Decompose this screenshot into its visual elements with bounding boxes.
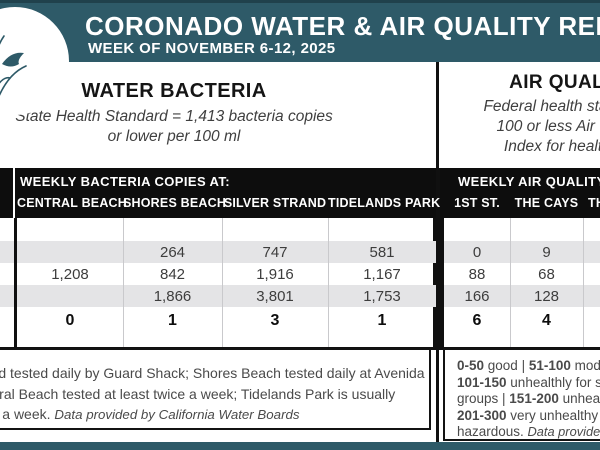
cell: 3: [270, 312, 280, 329]
air-standard-line2: 100 or less Air Quality: [496, 118, 600, 135]
air-table-row: 166 128: [444, 285, 600, 307]
column-divider: [123, 218, 124, 347]
col-header-third: TH: [588, 196, 600, 210]
page-title: CORONADO WATER & AIR QUALITY REPORT: [85, 11, 600, 41]
water-table-total-row: 0 1 3 1: [0, 307, 436, 335]
water-note-box: Silver Strand tested daily by Guard Shac…: [0, 348, 431, 430]
air-table-row: [444, 218, 600, 241]
cell: 1: [168, 312, 177, 329]
coronado-logo-icon: [0, 6, 70, 116]
col-header-shores-beach: SHORES BEACH: [123, 196, 227, 210]
air-standard-line1: Federal health standard =: [483, 98, 600, 115]
cell: 1,208: [51, 265, 89, 283]
water-table-header-band: [0, 168, 436, 218]
footer-divider: [436, 350, 439, 442]
header-top-strip: [0, 0, 600, 3]
water-standard-line2: or lower per 100 ml: [107, 128, 241, 145]
cell: 747: [262, 243, 288, 261]
water-panel: WATER BACTERIA State Health Standard = 1…: [0, 80, 436, 147]
air-panel: AIR QUALITY Federal health standard = 10…: [440, 72, 600, 157]
air-standard-line3: Index for healthy air: [503, 138, 600, 155]
cell: 1,167: [363, 265, 401, 283]
col-header-1st-st: 1ST ST.: [454, 196, 500, 210]
cell: 166: [464, 287, 490, 305]
cell: 581: [369, 243, 395, 261]
water-band-title: WEEKLY BACTERIA COPIES AT:: [20, 174, 230, 189]
cell: 0: [472, 243, 482, 261]
air-note-box: 0-50 good | 51-100 moderate | 101-150 un…: [443, 348, 600, 441]
column-divider: [510, 218, 511, 347]
water-note-line3: tested once a week. Data provided by Cal…: [0, 406, 300, 422]
cell: 0: [65, 312, 75, 329]
cell: 88: [468, 265, 486, 283]
water-table-row: 1,208 842 1,916 1,167: [0, 263, 436, 285]
air-table-row: 0 9: [444, 241, 600, 263]
column-divider: [328, 218, 329, 347]
water-table-row: [0, 218, 436, 241]
cell: 3,801: [256, 287, 294, 305]
cell: 4: [542, 312, 551, 329]
air-note-line4: 201-300 very unhealthy | 301+: [457, 407, 600, 423]
water-note-line2: Lunar; Central Beach tested at least twi…: [0, 385, 396, 402]
cell: 1: [377, 312, 387, 329]
band-gap: [13, 168, 15, 218]
air-table-header-band: [440, 168, 600, 218]
air-column-headers: 1ST ST. THE CAYS TH: [444, 196, 600, 210]
air-note-line1: 0-50 good | 51-100 moderate |: [457, 358, 600, 373]
air-table-row: 88 68: [444, 263, 600, 285]
panel-divider: [436, 62, 439, 168]
air-note-line2: 101-150 unhealthly for sensitive: [457, 374, 600, 390]
footer-band: [0, 442, 600, 450]
col-header-the-cays: THE CAYS: [514, 196, 579, 210]
air-note-line5: hazardous. Data provided by AirNow: [457, 424, 600, 440]
water-standard-line1: State Health Standard = 1,413 bacteria c…: [15, 108, 333, 125]
header-band: [0, 0, 600, 62]
cell: 1,866: [153, 287, 192, 305]
water-note-line1: Silver Strand tested daily by Guard Shac…: [0, 365, 425, 381]
cell: 842: [159, 265, 186, 283]
water-table-row: 1,866 3,801 1,753: [0, 285, 436, 307]
water-panel-title: WATER BACTERIA: [81, 80, 267, 102]
col-header-silver-strand: SILVER STRAND: [223, 196, 327, 210]
column-divider: [583, 218, 584, 347]
week-subtitle: WEEK OF NOVEMBER 6-12, 2025: [88, 40, 336, 57]
cell: 1,753: [363, 287, 401, 305]
air-band-title: WEEKLY AIR QUALITY INDEX AT:: [458, 174, 600, 189]
water-column-headers: CENTRAL BEACH SHORES BEACH SILVER STRAND…: [17, 196, 441, 210]
column-divider: [222, 218, 223, 347]
cell: 9: [542, 243, 551, 261]
table-divider: [433, 168, 444, 350]
cell: 264: [159, 243, 186, 261]
air-note-line3: groups | 151-200 unhealthy |: [457, 391, 600, 407]
cell: 6: [472, 312, 482, 329]
cell: 128: [533, 287, 560, 305]
cell: 1,916: [256, 265, 294, 283]
air-table-total-row: 6 4: [444, 307, 600, 335]
col-header-central-beach: CENTRAL BEACH: [17, 196, 128, 210]
water-table-row: 264 747 581: [0, 241, 436, 263]
cell: 68: [538, 265, 555, 283]
air-panel-title: AIR QUALITY: [509, 72, 600, 93]
water-table-left-border: [14, 168, 17, 350]
col-header-tidelands-park: TIDELANDS PARK: [328, 196, 441, 210]
